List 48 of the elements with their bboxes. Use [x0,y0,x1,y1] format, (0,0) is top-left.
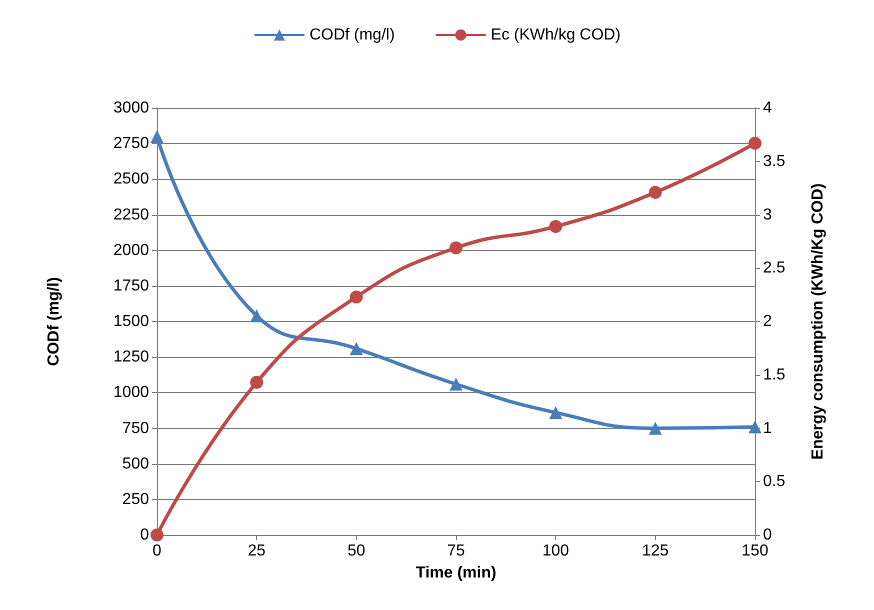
y-tick-label: 1750 [113,277,150,294]
y-tick-label: 500 [122,455,150,472]
point [648,422,662,435]
legend-label: CODf (mg/l) [309,26,395,44]
y2-axis-title: Energy consumption (KWh/Kg COD) [810,183,826,460]
point [350,342,363,356]
point [450,378,462,391]
point [250,309,264,322]
y-tick-label: 750 [122,420,150,437]
y-tick-label: 1500 [113,313,150,330]
y2-tick-label: 1.5 [763,366,786,384]
y2-tick-label: 0.5 [763,473,786,490]
x-tick-label: 75 [447,542,465,560]
point [150,130,164,143]
y2-tick-label: 2 [763,313,772,330]
x-tick-label: 0 [152,542,162,560]
y-axis-title: CODf (mg/l) [46,277,62,366]
y-tick-label: 0 [140,526,150,544]
y-tick-label: 3000 [113,100,150,116]
point [648,186,662,199]
y-tick-label: 2000 [113,242,150,259]
point [549,220,562,233]
x-tick-label: 100 [542,542,570,560]
y-tick-label: 2500 [113,170,150,188]
x-tick-label: 50 [347,542,366,560]
y2-tick-label: 4 [763,100,772,116]
point [150,528,164,542]
x-axis-title: Time (min) [416,564,496,582]
point [450,241,462,254]
y2-tick-label: 3.5 [763,152,786,170]
y-tick-label: 250 [122,490,150,508]
y2-tick-label: 3 [763,206,772,224]
y-tick-label: 2250 [113,206,150,224]
y-tick-label: 2750 [113,135,150,152]
y-tick-label: 1000 [113,384,150,402]
x-tick-label: 25 [248,542,266,560]
y2-tick-label: 1 [763,420,772,437]
point [748,136,762,150]
point [250,376,264,389]
legend-label: Ec (KWh/kg COD) [490,26,621,44]
point [549,406,562,420]
x-tick-label: 150 [742,542,768,560]
y2-tick-label: 0 [763,526,772,544]
y-tick-label: 1250 [113,348,150,366]
point [350,290,363,304]
point [748,420,762,434]
x-tick-label: 125 [642,542,669,560]
y2-tick-label: 2.5 [763,260,786,277]
